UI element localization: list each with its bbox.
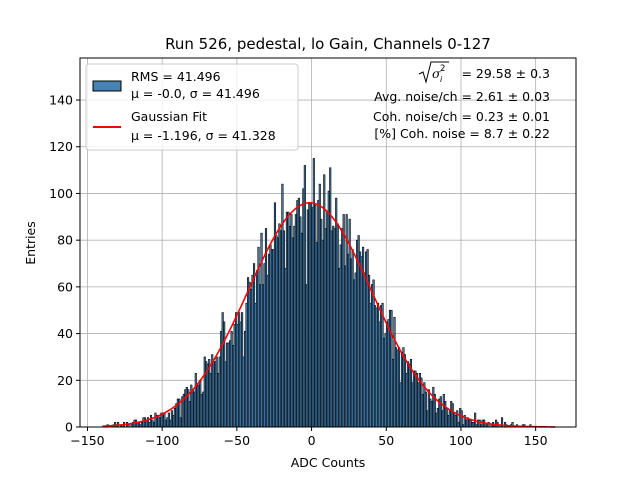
x-tick-label: −100 xyxy=(145,433,179,448)
x-tick-label: 50 xyxy=(378,433,394,448)
svg-text:2: 2 xyxy=(440,64,445,74)
y-axis-label: Entries xyxy=(23,221,38,265)
coh-noise-text: Coh. noise/ch = 0.23 ± 0.01 xyxy=(373,109,550,124)
axis-ticks: −150 −100 −50 0 50 100 150 0 20 40 60 80 100 120 140 xyxy=(49,93,547,448)
legend-histogram-swatch xyxy=(92,80,122,92)
y-tick-label: 20 xyxy=(57,373,73,388)
legend-fit-stats: μ = -1.196, σ = 41.328 xyxy=(131,128,276,143)
x-tick-label: −50 xyxy=(224,433,250,448)
legend-histogram-label: RMS = 41.496 xyxy=(131,69,221,84)
svg-text:σ: σ xyxy=(432,66,441,81)
x-tick-label: 150 xyxy=(524,433,548,448)
sqrt-sigma-value: = 29.58 ± 0.3 xyxy=(461,66,550,81)
y-tick-label: 120 xyxy=(49,139,73,154)
plot-frame xyxy=(79,57,577,428)
avg-noise-text: Avg. noise/ch = 2.61 ± 0.03 xyxy=(374,89,550,104)
x-tick-label: −150 xyxy=(70,433,104,448)
gaussian-fit-curve xyxy=(102,202,556,428)
y-tick-label: 80 xyxy=(57,233,73,248)
x-axis-label: ADC Counts xyxy=(291,455,366,470)
legend: RMS = 41.496 μ = -0.0, σ = 41.496 Gaussi… xyxy=(85,63,299,151)
y-tick-label: 140 xyxy=(49,93,73,108)
y-tick-label: 60 xyxy=(57,279,73,294)
x-tick-label: 0 xyxy=(308,433,316,448)
noise-annotations: σ 2 i = 29.58 ± 0.3 Avg. noise/ch = 2.61… xyxy=(373,61,550,141)
y-tick-label: 0 xyxy=(65,420,73,435)
legend-fit-label: Gaussian Fit xyxy=(131,109,207,124)
svg-text:i: i xyxy=(440,75,443,84)
chart-title: Run 526, pedestal, lo Gain, Channels 0-1… xyxy=(165,35,491,53)
coh-noise-percent-text: [%] Coh. noise = 8.7 ± 0.22 xyxy=(374,126,550,141)
sqrt-sigma-symbol: σ 2 i xyxy=(418,61,449,84)
y-tick-label: 100 xyxy=(49,186,73,201)
legend-box xyxy=(85,63,299,151)
legend-histogram-stats: μ = -0.0, σ = 41.496 xyxy=(131,86,260,101)
x-tick-label: 100 xyxy=(449,433,473,448)
y-tick-label: 40 xyxy=(57,326,73,341)
